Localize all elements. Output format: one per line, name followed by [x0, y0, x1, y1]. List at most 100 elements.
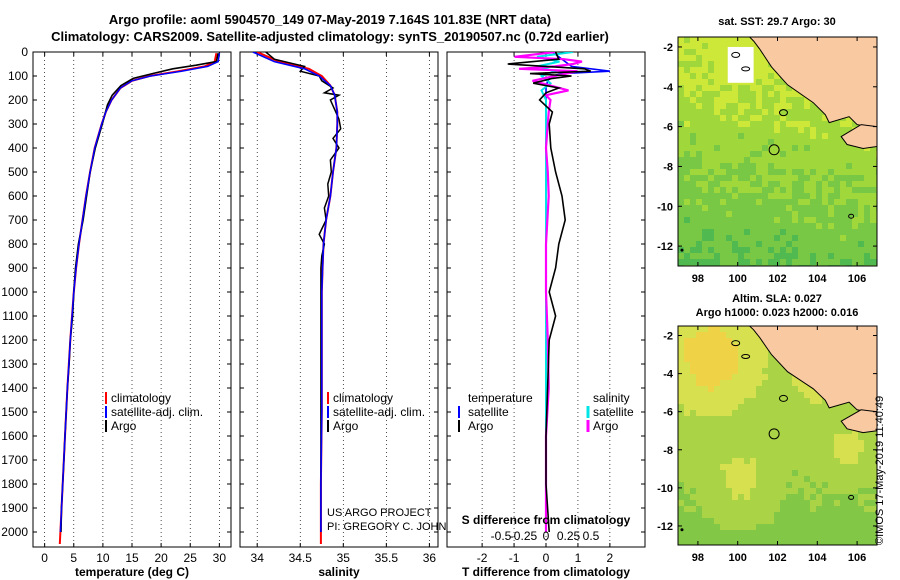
map-cell — [720, 494, 727, 501]
map-cell — [678, 458, 685, 465]
map-cell — [696, 356, 703, 363]
map-island-outline — [778, 394, 788, 402]
map-cell — [720, 446, 727, 453]
argo-position-marker — [768, 144, 780, 156]
map-cell — [792, 386, 799, 393]
map-cell — [732, 362, 739, 369]
map-cell — [852, 452, 859, 459]
map-cell — [792, 187, 799, 194]
map-cell — [810, 217, 817, 224]
map-cell — [756, 506, 763, 513]
map-cell — [690, 91, 697, 98]
map-cell — [732, 187, 739, 194]
map-cell — [810, 151, 817, 158]
map-field-sst_map — [678, 37, 877, 266]
map-cell — [678, 482, 685, 489]
credit-project: US ARGO PROJECT — [327, 507, 432, 519]
map-cell — [696, 338, 703, 345]
map-cell — [834, 211, 841, 218]
map-cell — [738, 500, 745, 507]
x-tick-label: 1 — [575, 551, 582, 565]
series-group-difference — [507, 52, 610, 533]
map-cell — [708, 163, 715, 170]
map-cell — [714, 37, 721, 44]
map-cell — [768, 127, 775, 134]
map-cell — [726, 157, 733, 164]
x-tick-label: 34 — [251, 551, 265, 565]
map-cell — [732, 440, 739, 447]
map-cell — [798, 500, 805, 507]
map-cell — [798, 386, 805, 393]
map-cell — [816, 235, 823, 242]
map-landmass — [748, 326, 877, 415]
map-cell — [714, 247, 721, 254]
map-cell — [720, 410, 727, 417]
map-cell — [732, 163, 739, 170]
map-cell — [708, 518, 715, 525]
map-cell — [840, 211, 847, 218]
map-cell — [804, 512, 811, 519]
map-cell — [726, 241, 733, 248]
map-cell — [690, 374, 697, 381]
map-cell — [726, 428, 733, 435]
map-cell — [744, 428, 751, 435]
map-cell — [750, 374, 757, 381]
map-y-tick-label: -4 — [663, 82, 674, 94]
map-cell — [858, 235, 865, 242]
map-cell — [810, 476, 817, 483]
map-cell — [762, 350, 769, 357]
map-cell — [804, 235, 811, 242]
map-cell — [792, 380, 799, 387]
map-cell — [834, 410, 841, 417]
s-tick-label: 0.5 — [583, 529, 600, 543]
map-cell — [684, 440, 691, 447]
map-cell — [858, 229, 865, 236]
map-cell — [792, 229, 799, 236]
map-cell — [768, 115, 775, 122]
map-cell — [756, 464, 763, 471]
map-cell — [684, 386, 691, 393]
map-cell — [726, 452, 733, 459]
map-cell — [768, 169, 775, 176]
map-cell — [840, 476, 847, 483]
map-cell — [864, 476, 871, 483]
map-cell — [714, 380, 721, 387]
map-cell — [864, 494, 871, 501]
map-cell — [798, 530, 805, 537]
map-cell — [732, 542, 739, 545]
map-cell — [702, 392, 709, 399]
map-cell — [804, 434, 811, 441]
map-cell — [732, 332, 739, 339]
sal-legend-label: satellite-adj. clim. — [333, 405, 425, 419]
map-cell — [720, 506, 727, 513]
map-cell — [840, 205, 847, 212]
map-cell — [792, 398, 799, 405]
map-cell — [684, 332, 691, 339]
map-cell — [846, 235, 853, 242]
map-cell — [768, 458, 775, 465]
map-cell — [678, 199, 685, 206]
map-cell — [684, 73, 691, 80]
map-cell — [696, 205, 703, 212]
map-cell — [684, 488, 691, 495]
map-cell — [816, 392, 823, 399]
map-cell — [678, 61, 685, 68]
map-cell — [810, 259, 817, 266]
map-cell — [684, 133, 691, 140]
map-cell — [774, 235, 781, 242]
map-cell — [852, 247, 859, 254]
map-cell — [846, 175, 853, 182]
map-cell — [798, 163, 805, 170]
map-cell — [816, 115, 823, 122]
map-cell — [798, 157, 805, 164]
map-cell — [852, 175, 859, 182]
map-cell — [690, 79, 697, 86]
map-cell — [738, 392, 745, 399]
map-cell — [690, 97, 697, 104]
map-cell — [780, 416, 787, 423]
map-cell — [732, 452, 739, 459]
map-cell — [726, 404, 733, 411]
map-x-tick-label: 102 — [768, 552, 786, 564]
map-cell — [858, 169, 865, 176]
map-cell — [738, 404, 745, 411]
